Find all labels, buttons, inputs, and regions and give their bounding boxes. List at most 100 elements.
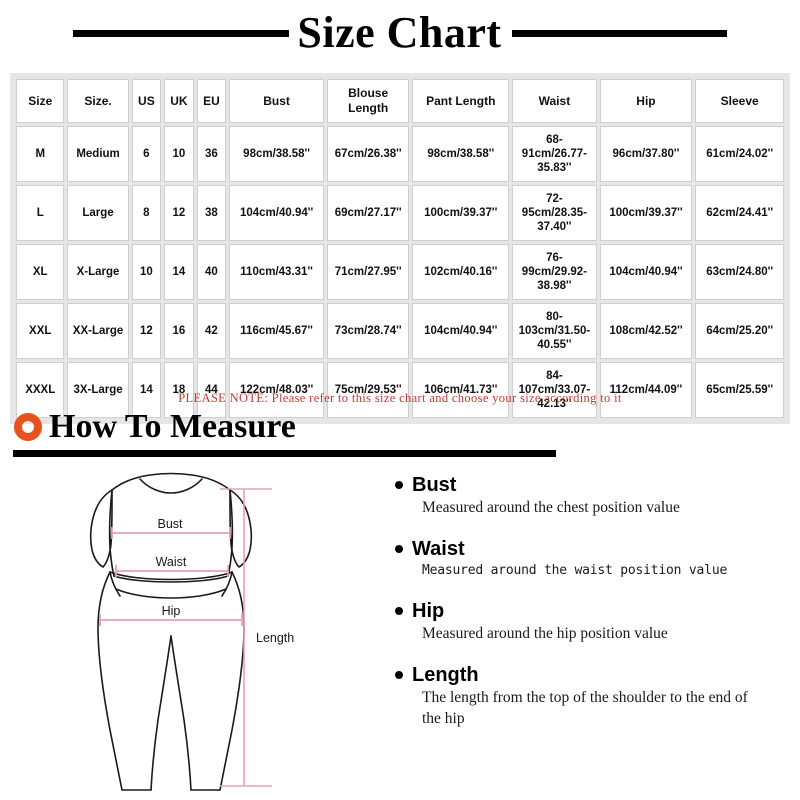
inseam-left — [150, 635, 172, 791]
cell-size-word: X-Large — [67, 244, 129, 300]
right-sleeve-outline — [229, 489, 253, 568]
waistband-top — [109, 571, 233, 581]
pants-left-outer — [97, 571, 123, 791]
waist-label-bg — [136, 554, 206, 569]
cell-waist: 84-107cm/33.07-42.13'' — [512, 362, 597, 418]
table-row: XXL XX-Large 12 16 42 116cm/45.67'' 73cm… — [16, 303, 784, 359]
col-header-sleeve: Sleeve — [695, 79, 784, 123]
cell-uk: 12 — [164, 185, 194, 241]
cell-us: 8 — [131, 185, 162, 241]
cell-size-word: Large — [67, 185, 129, 241]
cell-size: L — [16, 185, 65, 241]
neck-opening — [139, 478, 203, 494]
waist-measure-line — [115, 565, 229, 577]
shoulder-outline — [111, 472, 231, 491]
bullet-icon — [395, 671, 403, 680]
cell-size: XL — [16, 244, 65, 300]
measure-head-hip: Hip — [395, 600, 795, 622]
cell-size-word: 3X-Large — [67, 362, 129, 418]
hip-label: Hip — [162, 604, 181, 618]
table-row: XXXL 3X-Large 14 18 44 122cm/48.03'' 75c… — [16, 362, 784, 418]
measure-item-hip: Hip Measured around the hip position val… — [395, 600, 795, 644]
cell-uk: 10 — [164, 126, 194, 182]
col-header-size-word: Size. — [67, 79, 129, 123]
cell-bust: 122cm/48.03'' — [229, 362, 325, 418]
cell-blouse-length: 67cm/26.38'' — [327, 126, 410, 182]
cell-bust: 98cm/38.58'' — [229, 126, 325, 182]
torso-right-edge — [227, 489, 234, 577]
cell-waist: 72-95cm/28.35-37.40'' — [512, 185, 597, 241]
cell-hip: 96cm/37.80'' — [599, 126, 693, 182]
col-header-bust: Bust — [229, 79, 325, 123]
measurement-figure: Bust Waist Hip Length — [60, 468, 370, 793]
col-header-eu: EU — [196, 79, 227, 123]
length-measure-line — [220, 488, 272, 787]
bullet-icon — [395, 545, 403, 554]
bust-label-bg — [138, 516, 202, 531]
table-row: L Large 8 12 38 104cm/40.94'' 69cm/27.17… — [16, 185, 784, 241]
cell-eu: 44 — [196, 362, 227, 418]
cell-size: M — [16, 126, 65, 182]
measure-desc-hip: Measured around the hip position value — [422, 624, 668, 642]
cell-sleeve: 64cm/25.20'' — [695, 303, 784, 359]
please-note-text: PLEASE NOTE: Please refer to this size c… — [178, 391, 622, 405]
cell-blouse-length: 71cm/27.95'' — [327, 244, 410, 300]
measure-item-length: Length The length from the top of the sh… — [395, 664, 795, 729]
waist-label: Waist — [156, 555, 187, 569]
col-header-hip: Hip — [599, 79, 693, 123]
length-label: Length — [256, 631, 294, 645]
cell-size-word: Medium — [67, 126, 129, 182]
inseam-right — [170, 635, 192, 791]
cell-sleeve: 63cm/24.80'' — [695, 244, 784, 300]
measure-head-length: Length — [395, 664, 795, 686]
cell-waist: 76-99cm/29.92-38.98'' — [512, 244, 597, 300]
measurement-definitions: Bust Measured around the chest position … — [395, 474, 795, 729]
cell-blouse-length: 73cm/28.74'' — [327, 303, 410, 359]
cell-bust: 104cm/40.94'' — [229, 185, 325, 241]
cell-pant-length: 102cm/40.16'' — [412, 244, 510, 300]
cell-us: 10 — [131, 244, 162, 300]
how-to-measure-divider — [13, 450, 556, 457]
measure-desc-length: The length from the top of the shoulder … — [422, 689, 748, 727]
table-row: M Medium 6 10 36 98cm/38.58'' 67cm/26.38… — [16, 126, 784, 182]
cell-size: XXXL — [16, 362, 65, 418]
size-table-container: Size Size. US UK EU Bust Blouse Length P… — [10, 73, 790, 424]
cell-eu: 38 — [196, 185, 227, 241]
title-rule-left — [73, 29, 290, 37]
hip-measure-line — [99, 614, 243, 626]
cell-pant-length: 106cm/41.73'' — [412, 362, 510, 418]
measure-head-bust: Bust — [395, 474, 795, 496]
how-to-measure-header: How To Measure — [14, 410, 296, 444]
cell-us: 6 — [131, 126, 162, 182]
top-hem — [113, 575, 229, 583]
measure-term-length: Length — [412, 664, 479, 687]
cell-hip: 108cm/42.52'' — [599, 303, 693, 359]
col-header-size: Size — [16, 79, 65, 123]
cell-us: 12 — [131, 303, 162, 359]
cell-uk: 16 — [164, 303, 194, 359]
waistband-bottom — [115, 588, 227, 599]
col-header-pant-length: Pant Length — [412, 79, 510, 123]
measure-term-hip: Hip — [412, 599, 445, 622]
col-header-us: US — [131, 79, 162, 123]
col-header-uk: UK — [164, 79, 194, 123]
how-to-measure-title: How To Measure — [49, 408, 296, 445]
hip-label-bg — [146, 603, 196, 618]
cell-sleeve: 61cm/24.02'' — [695, 126, 784, 182]
cell-blouse-length: 75cm/29.53'' — [327, 362, 410, 418]
bust-measure-line — [111, 527, 231, 539]
bullet-icon — [395, 481, 403, 489]
waistband-sides — [109, 571, 233, 597]
size-table: Size Size. US UK EU Bust Blouse Length P… — [13, 76, 787, 421]
cell-hip: 104cm/40.94'' — [599, 244, 693, 300]
cell-pant-length: 104cm/40.94'' — [412, 303, 510, 359]
cell-bust: 110cm/43.31'' — [229, 244, 325, 300]
col-header-waist: Waist — [512, 79, 597, 123]
cell-eu: 40 — [196, 244, 227, 300]
pants-right-outer — [219, 571, 245, 791]
measure-desc-waist: Measured around the waist position value — [422, 563, 728, 579]
cell-pant-length: 98cm/38.58'' — [412, 126, 510, 182]
cell-us: 14 — [131, 362, 162, 418]
cell-uk: 18 — [164, 362, 194, 418]
page-title-row: Size Chart — [0, 4, 800, 62]
